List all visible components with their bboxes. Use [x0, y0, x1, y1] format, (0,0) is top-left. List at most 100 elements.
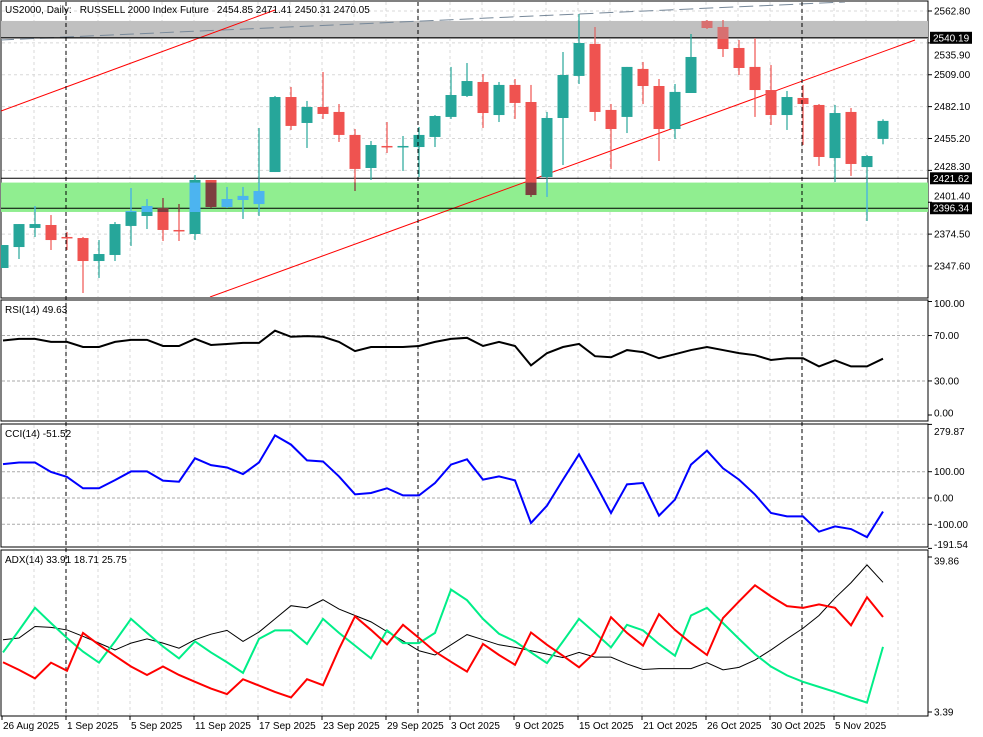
candle-body	[125, 211, 137, 212]
candle[interactable]	[845, 108, 857, 176]
resistance-zone[interactable]	[1, 20, 928, 39]
candle[interactable]	[157, 197, 169, 241]
candle[interactable]	[205, 180, 217, 209]
candle[interactable]	[333, 104, 345, 142]
candle[interactable]	[813, 104, 825, 166]
candle[interactable]	[493, 81, 505, 123]
candle[interactable]	[413, 127, 425, 178]
candles-in-resistance-zone	[574, 14, 756, 84]
candle[interactable]	[253, 128, 265, 216]
candle[interactable]	[637, 61, 649, 105]
candle[interactable]	[461, 63, 473, 98]
candle[interactable]	[653, 79, 665, 162]
cci-panel[interactable]	[0, 423, 929, 548]
candle[interactable]	[621, 66, 633, 134]
candle-body	[845, 111, 857, 164]
candle[interactable]	[189, 175, 201, 240]
candle-body	[205, 182, 217, 207]
support-zone[interactable]	[1, 182, 928, 212]
candle[interactable]	[45, 215, 57, 250]
candle[interactable]	[477, 74, 489, 128]
candle[interactable]	[221, 186, 233, 209]
candle[interactable]	[557, 51, 569, 166]
candle[interactable]	[445, 66, 457, 119]
candle[interactable]	[701, 20, 713, 30]
rsi-label: RSI(14) 49.63	[5, 305, 68, 316]
rsi-panel[interactable]	[0, 299, 929, 422]
candle[interactable]	[829, 104, 841, 182]
candle[interactable]	[30, 206, 41, 237]
candle[interactable]	[349, 129, 361, 191]
candle[interactable]	[365, 140, 377, 180]
candle[interactable]	[669, 83, 681, 139]
candle[interactable]	[509, 79, 521, 119]
candle[interactable]	[125, 188, 137, 246]
minus-di-line	[2, 584, 884, 699]
candle-body	[781, 97, 793, 116]
candle[interactable]	[525, 85, 537, 198]
candle[interactable]	[285, 86, 297, 130]
candle[interactable]	[797, 84, 809, 146]
date-label: 26 Aug 2025	[3, 721, 60, 732]
rsi-axis-label: 100.00	[934, 299, 965, 310]
candle-body	[93, 254, 105, 262]
chart-header: US2000, Daily: RUSSELL 2000 Index Future 2…	[5, 5, 370, 16]
candle[interactable]	[0, 245, 9, 269]
channel-dashed-line[interactable]	[0, 2, 846, 41]
candle-body	[365, 145, 377, 168]
candle[interactable]	[301, 100, 313, 148]
candle[interactable]	[574, 14, 585, 84]
candle[interactable]	[237, 186, 249, 219]
candle-body	[701, 20, 713, 28]
candle[interactable]	[61, 231, 73, 250]
candle[interactable]	[685, 33, 697, 93]
candle-body	[29, 224, 41, 228]
candle[interactable]	[589, 26, 601, 121]
candle[interactable]	[174, 204, 185, 241]
adx-panel[interactable]	[0, 549, 929, 717]
candle-body	[445, 95, 457, 117]
candle[interactable]	[542, 112, 553, 197]
candle[interactable]	[269, 95, 281, 173]
candle[interactable]	[141, 199, 153, 229]
date-label: 30 Oct 2025	[771, 721, 826, 732]
candle[interactable]	[93, 240, 105, 278]
candle-body	[525, 102, 537, 196]
candle[interactable]	[765, 65, 777, 125]
trendline-upper[interactable]	[1, 9, 276, 112]
date-label: 15 Oct 2025	[579, 721, 634, 732]
candles	[0, 13, 889, 294]
candle[interactable]	[13, 224, 25, 259]
candle[interactable]	[605, 104, 617, 169]
candle[interactable]	[397, 136, 409, 171]
candle[interactable]	[862, 155, 873, 221]
adx-axis-label: 3.39	[934, 707, 954, 718]
ohlc-readout: 2454.85 2471.41 2450.31 2470.05	[217, 5, 370, 16]
date-label: 1 Sep 2025	[67, 721, 119, 732]
candle-body	[653, 86, 665, 130]
adx-line	[2, 564, 884, 671]
candle[interactable]	[717, 20, 729, 57]
cci-line	[2, 434, 884, 539]
date-label: 29 Sep 2025	[387, 721, 444, 732]
trendline-lower[interactable]	[209, 39, 916, 297]
candle[interactable]	[877, 119, 889, 145]
price-axis-label: 2535.90	[934, 50, 971, 61]
candle[interactable]	[77, 236, 89, 294]
candle[interactable]	[781, 90, 793, 130]
candle-body	[621, 66, 633, 117]
adx-label: ADX(14) 33.91 18.71 25.75	[5, 555, 127, 566]
candle[interactable]	[381, 122, 393, 153]
candle-body	[685, 56, 697, 93]
candle[interactable]	[317, 72, 329, 119]
candle-body	[301, 106, 313, 123]
candle[interactable]	[429, 115, 441, 148]
candle-body	[813, 104, 825, 157]
candle[interactable]	[749, 38, 761, 117]
candle[interactable]	[109, 222, 121, 262]
candle[interactable]	[733, 40, 745, 75]
candle[interactable]	[525, 84, 537, 198]
candle-body	[749, 66, 761, 91]
price-panel[interactable]	[0, 0, 929, 299]
